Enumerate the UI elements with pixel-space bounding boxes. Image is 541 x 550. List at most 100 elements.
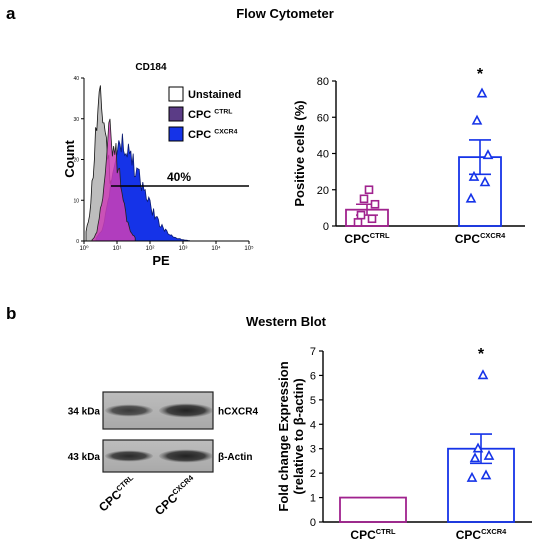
histogram-curves <box>85 85 190 242</box>
histogram-y-tick-label: 30 <box>73 117 79 123</box>
histogram-x-tick-label: 10⁴ <box>211 245 221 252</box>
data-point <box>364 185 374 195</box>
y-axis-label: Fold change Expression <box>276 361 291 511</box>
legend-label-sup: CXCR4 <box>214 129 237 136</box>
category-label: CPCCTRL <box>350 527 396 542</box>
y-tick-label: 40 <box>317 149 329 161</box>
blot-band <box>105 404 153 417</box>
category-label-sup: CXCR4 <box>481 527 507 536</box>
y-tick-label: 7 <box>310 346 316 358</box>
data-point <box>367 214 377 224</box>
category-label-sup: CTRL <box>370 231 390 240</box>
y-tick-label: 60 <box>317 112 329 124</box>
western-blot: 34 kDa hCXCR4 43 kDa β-Actin CPCCTRL CPCCXCR4 <box>68 391 258 518</box>
histogram-axes: 0 10 20 30 40 10⁰ 10¹ 10² 10³ 10⁴ 10⁵ <box>73 76 254 252</box>
data-point <box>482 149 494 160</box>
data-point <box>476 87 488 98</box>
data-point <box>483 449 495 460</box>
data-point <box>356 210 366 220</box>
legend-label-main: Unstained <box>188 89 241 101</box>
category-label: CPCCXCR4 <box>456 527 507 542</box>
blot-lane-label-sup: CXCR4 <box>170 473 195 497</box>
data-point <box>359 194 369 204</box>
y-tick-label: 0 <box>323 221 329 233</box>
histogram-x-tick-label: 10³ <box>179 246 188 252</box>
y-tick-label: 4 <box>310 419 316 431</box>
data-point <box>469 452 481 463</box>
data-point <box>479 176 491 187</box>
blot-kda-label: 43 kDa <box>68 452 101 463</box>
bar <box>339 496 407 523</box>
histogram-y-tick-label: 10 <box>73 198 79 204</box>
y-tick-label: 0 <box>310 517 316 529</box>
flow-histogram: CD184 Count PE 0 10 20 30 40 10⁰ 10¹ 10² 10³ 10⁴ 1… <box>62 62 254 268</box>
significance-star: * <box>477 66 484 83</box>
blot-band <box>105 450 153 462</box>
y-tick-label: 2 <box>310 468 316 480</box>
panel-b-letter: b <box>6 304 16 323</box>
gate-percentage: 40% <box>167 170 191 184</box>
data-point <box>465 192 477 203</box>
data-point <box>471 114 483 125</box>
legend-swatch <box>168 126 184 142</box>
fold-change-chart: 0 1 2 3 4 5 6 7 Fold change Expression (relative … <box>276 346 532 542</box>
category-label: CPCCXCR4 <box>455 231 506 246</box>
histogram-x-tick-label: 10² <box>146 246 155 252</box>
data-point <box>466 471 478 482</box>
category-label-main: CPC <box>456 528 482 542</box>
y-tick-label: 5 <box>310 395 316 407</box>
category-label-main: CPC <box>350 528 376 542</box>
legend-label: Unstained <box>188 89 241 101</box>
y-tick-label: 3 <box>310 444 316 456</box>
legend-swatch <box>168 86 184 102</box>
histogram-x-tick-label: 10⁵ <box>244 245 254 252</box>
significance-star: * <box>478 346 485 363</box>
data-point <box>472 442 484 453</box>
y-axis-label: (relative to β-actin) <box>291 378 306 494</box>
category-label-sup: CXCR4 <box>480 231 506 240</box>
histogram-marker-label: CD184 <box>135 62 167 73</box>
blot-lane-label: CPCCTRL <box>96 473 140 515</box>
legend-label-main: CPC <box>188 109 214 121</box>
blot-band-label: hCXCR4 <box>218 407 258 418</box>
histogram-x-tick-label: 10¹ <box>113 246 122 252</box>
histogram-y-label: Count <box>62 140 77 178</box>
data-point <box>353 218 363 227</box>
blot-band-label: β-Actin <box>218 452 252 463</box>
histogram-y-tick-label: 20 <box>73 158 79 164</box>
legend-label: CPC CTRL <box>188 109 232 121</box>
data-point <box>480 469 492 480</box>
blot-band <box>159 403 213 418</box>
category-label-main: CPC <box>455 232 481 246</box>
histogram-x-label: PE <box>152 253 170 268</box>
y-axis-label: Positive cells (%) <box>292 100 307 206</box>
panel-a-heading: Flow Cytometer <box>236 6 334 21</box>
panel-b-heading: Western Blot <box>246 314 327 329</box>
panel-a-letter: a <box>6 4 16 23</box>
y-tick-label: 80 <box>317 76 329 88</box>
y-tick-label: 20 <box>317 185 329 197</box>
histogram-x-tick-label: 10⁰ <box>79 245 89 252</box>
histogram-ctrl-curve <box>91 118 136 242</box>
y-tick-label: 6 <box>310 370 316 382</box>
data-point <box>477 369 489 380</box>
legend-label: CPC CXCR4 <box>188 129 238 141</box>
data-point <box>468 170 480 181</box>
blot-kda-label: 34 kDa <box>68 407 101 418</box>
blot-lane-label-sup: CTRL <box>114 473 135 493</box>
data-point <box>370 199 380 209</box>
category-label-main: CPC <box>344 232 370 246</box>
category-label: CPCCTRL <box>344 231 390 246</box>
histogram-y-tick-label: 0 <box>76 239 79 245</box>
y-tick-label: 1 <box>310 493 316 505</box>
legend-swatch <box>168 106 184 122</box>
blot-lane-label: CPCCXCR4 <box>152 473 200 518</box>
legend-label-main: CPC <box>188 129 214 141</box>
blot-band <box>159 449 213 463</box>
legend-label-sup: CTRL <box>214 109 232 116</box>
histogram-y-tick-label: 40 <box>73 76 79 82</box>
category-label-sup: CTRL <box>376 527 396 536</box>
